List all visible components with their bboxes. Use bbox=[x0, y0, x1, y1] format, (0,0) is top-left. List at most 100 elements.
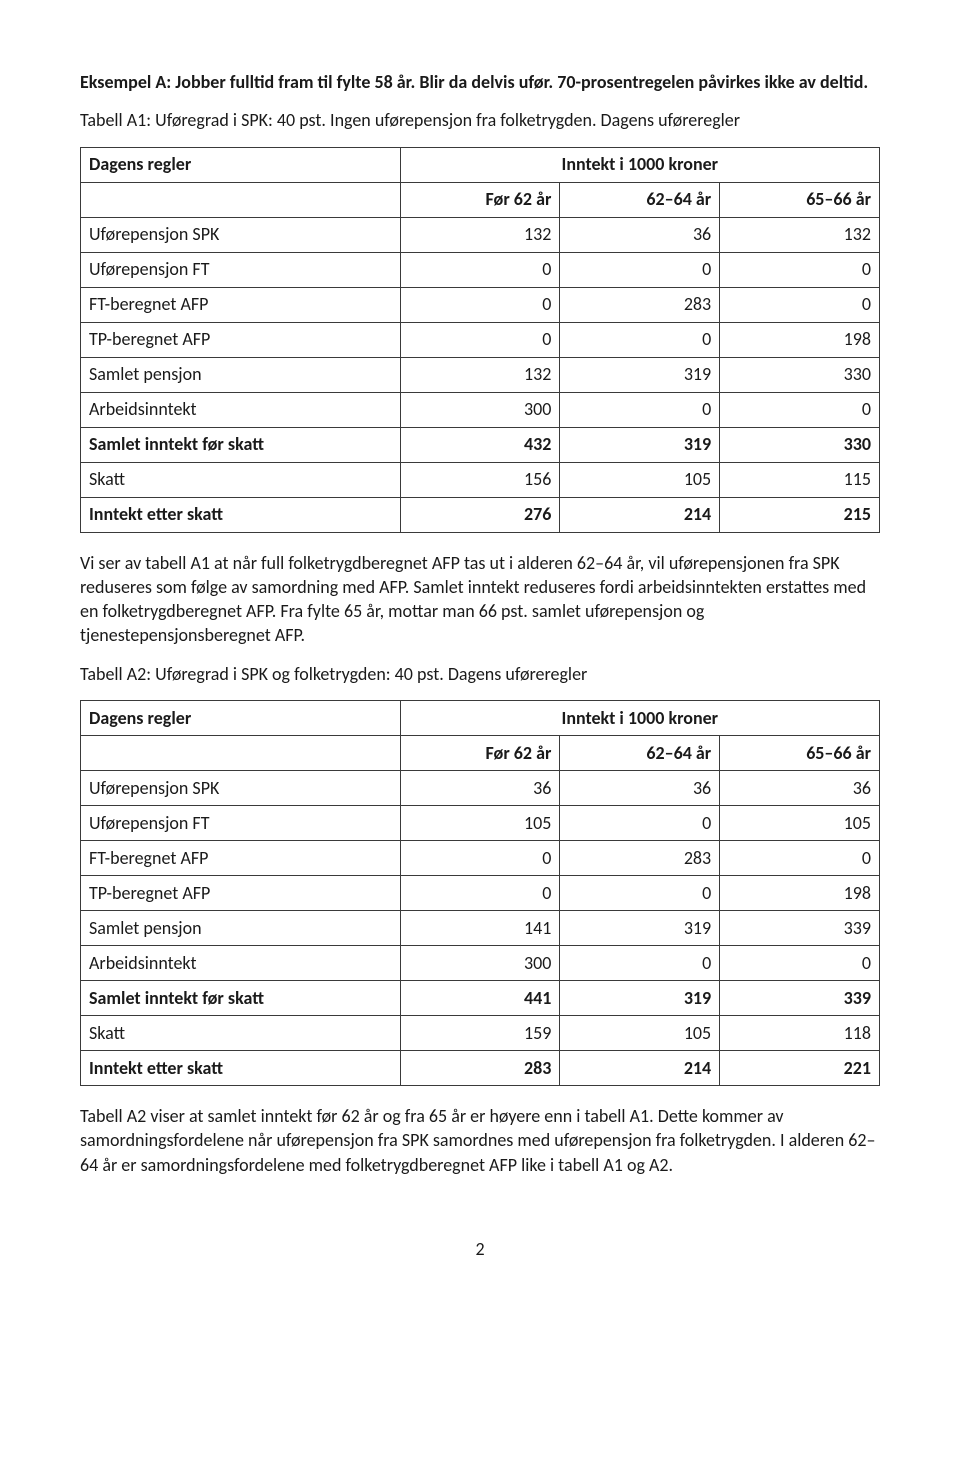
row-value: 221 bbox=[720, 1051, 880, 1086]
row-value: 132 bbox=[720, 217, 880, 252]
row-value: 319 bbox=[560, 911, 720, 946]
table-a2-body: Dagens reglerInntekt i 1000 kronerFør 62… bbox=[81, 701, 880, 1086]
row-label: Inntekt etter skatt bbox=[81, 497, 401, 532]
row-value: 283 bbox=[560, 841, 720, 876]
row-value: 0 bbox=[400, 252, 560, 287]
row-value: 276 bbox=[400, 497, 560, 532]
row-value: 300 bbox=[400, 392, 560, 427]
row-value: 36 bbox=[400, 771, 560, 806]
row-value: 283 bbox=[560, 287, 720, 322]
row-value: 36 bbox=[720, 771, 880, 806]
row-value: 159 bbox=[400, 1016, 560, 1051]
table-column-header: 62–64 år bbox=[560, 736, 720, 771]
row-label: Arbeidsinntekt bbox=[81, 392, 401, 427]
row-value: 0 bbox=[400, 876, 560, 911]
row-value: 0 bbox=[560, 322, 720, 357]
row-value: 105 bbox=[560, 1016, 720, 1051]
table-row: Inntekt etter skatt276214215 bbox=[81, 497, 880, 532]
paragraph-a2-explain: Tabell A2 viser at samlet inntekt før 62… bbox=[80, 1104, 880, 1177]
table-title-cell: Dagens regler bbox=[81, 147, 401, 182]
table-row: Skatt159105118 bbox=[81, 1016, 880, 1051]
row-value: 432 bbox=[400, 427, 560, 462]
row-value: 115 bbox=[720, 462, 880, 497]
table-row: FT-beregnet AFP02830 bbox=[81, 287, 880, 322]
row-value: 105 bbox=[400, 806, 560, 841]
row-value: 0 bbox=[720, 252, 880, 287]
paragraph-a1-explain: Vi ser av tabell A1 at når full folketry… bbox=[80, 551, 880, 648]
row-value: 0 bbox=[400, 322, 560, 357]
table-a1: Dagens reglerInntekt i 1000 kronerFør 62… bbox=[80, 147, 880, 533]
row-label: Samlet pensjon bbox=[81, 911, 401, 946]
row-value: 0 bbox=[560, 946, 720, 981]
row-value: 132 bbox=[400, 357, 560, 392]
table-row: Arbeidsinntekt30000 bbox=[81, 946, 880, 981]
table-group-header: Inntekt i 1000 kroner bbox=[400, 147, 879, 182]
table-row: Skatt156105115 bbox=[81, 462, 880, 497]
table-column-header: Før 62 år bbox=[400, 182, 560, 217]
row-value: 156 bbox=[400, 462, 560, 497]
table-column-header: 62–64 år bbox=[560, 182, 720, 217]
row-value: 214 bbox=[560, 1051, 720, 1086]
table-row: TP-beregnet AFP00198 bbox=[81, 876, 880, 911]
row-value: 198 bbox=[720, 876, 880, 911]
row-value: 0 bbox=[400, 287, 560, 322]
table-a2-caption: Tabell A2: Uføregrad i SPK og folketrygd… bbox=[80, 662, 880, 686]
row-label: Samlet inntekt før skatt bbox=[81, 427, 401, 462]
table-row: Samlet inntekt før skatt441319339 bbox=[81, 981, 880, 1016]
row-label: FT-beregnet AFP bbox=[81, 841, 401, 876]
table-row: TP-beregnet AFP00198 bbox=[81, 322, 880, 357]
table-row: Uførepensjon SPK363636 bbox=[81, 771, 880, 806]
row-label: Skatt bbox=[81, 1016, 401, 1051]
row-label: Inntekt etter skatt bbox=[81, 1051, 401, 1086]
table-title-cell: Dagens regler bbox=[81, 701, 401, 736]
table-row: FT-beregnet AFP02830 bbox=[81, 841, 880, 876]
table-row: Uførepensjon FT1050105 bbox=[81, 806, 880, 841]
row-value: 339 bbox=[720, 981, 880, 1016]
row-value: 214 bbox=[560, 497, 720, 532]
row-value: 132 bbox=[400, 217, 560, 252]
row-value: 330 bbox=[720, 357, 880, 392]
row-value: 283 bbox=[400, 1051, 560, 1086]
table-a1-caption: Tabell A1: Uføregrad i SPK: 40 pst. Inge… bbox=[80, 108, 880, 132]
row-label: FT-beregnet AFP bbox=[81, 287, 401, 322]
row-label: Uførepensjon SPK bbox=[81, 217, 401, 252]
example-heading: Eksempel A: Jobber fulltid fram til fylt… bbox=[80, 70, 880, 94]
row-value: 300 bbox=[400, 946, 560, 981]
row-value: 105 bbox=[720, 806, 880, 841]
table-a2: Dagens reglerInntekt i 1000 kronerFør 62… bbox=[80, 700, 880, 1086]
table-row: Samlet pensjon141319339 bbox=[81, 911, 880, 946]
row-value: 319 bbox=[560, 357, 720, 392]
row-value: 0 bbox=[560, 876, 720, 911]
row-value: 105 bbox=[560, 462, 720, 497]
row-value: 339 bbox=[720, 911, 880, 946]
table-row: Samlet inntekt før skatt432319330 bbox=[81, 427, 880, 462]
row-value: 319 bbox=[560, 427, 720, 462]
table-column-header: 65–66 år bbox=[720, 736, 880, 771]
row-label: TP-beregnet AFP bbox=[81, 876, 401, 911]
table-row: Uførepensjon FT000 bbox=[81, 252, 880, 287]
row-value: 0 bbox=[720, 287, 880, 322]
table-group-header: Inntekt i 1000 kroner bbox=[400, 701, 879, 736]
row-value: 441 bbox=[400, 981, 560, 1016]
row-value: 0 bbox=[560, 252, 720, 287]
row-value: 141 bbox=[400, 911, 560, 946]
row-value: 118 bbox=[720, 1016, 880, 1051]
table-row: Samlet pensjon132319330 bbox=[81, 357, 880, 392]
row-label: Samlet inntekt før skatt bbox=[81, 981, 401, 1016]
row-value: 0 bbox=[560, 392, 720, 427]
row-value: 0 bbox=[560, 806, 720, 841]
table-column-header: 65–66 år bbox=[720, 182, 880, 217]
table-row: Arbeidsinntekt30000 bbox=[81, 392, 880, 427]
row-label: Uførepensjon SPK bbox=[81, 771, 401, 806]
row-label: Uførepensjon FT bbox=[81, 252, 401, 287]
table-a1-body: Dagens reglerInntekt i 1000 kronerFør 62… bbox=[81, 147, 880, 532]
row-value: 0 bbox=[720, 841, 880, 876]
row-label: TP-beregnet AFP bbox=[81, 322, 401, 357]
table-column-header: Før 62 år bbox=[400, 736, 560, 771]
row-value: 319 bbox=[560, 981, 720, 1016]
table-row: Uførepensjon SPK13236132 bbox=[81, 217, 880, 252]
table-blank-header bbox=[81, 736, 401, 771]
row-label: Arbeidsinntekt bbox=[81, 946, 401, 981]
row-value: 36 bbox=[560, 217, 720, 252]
row-label: Skatt bbox=[81, 462, 401, 497]
